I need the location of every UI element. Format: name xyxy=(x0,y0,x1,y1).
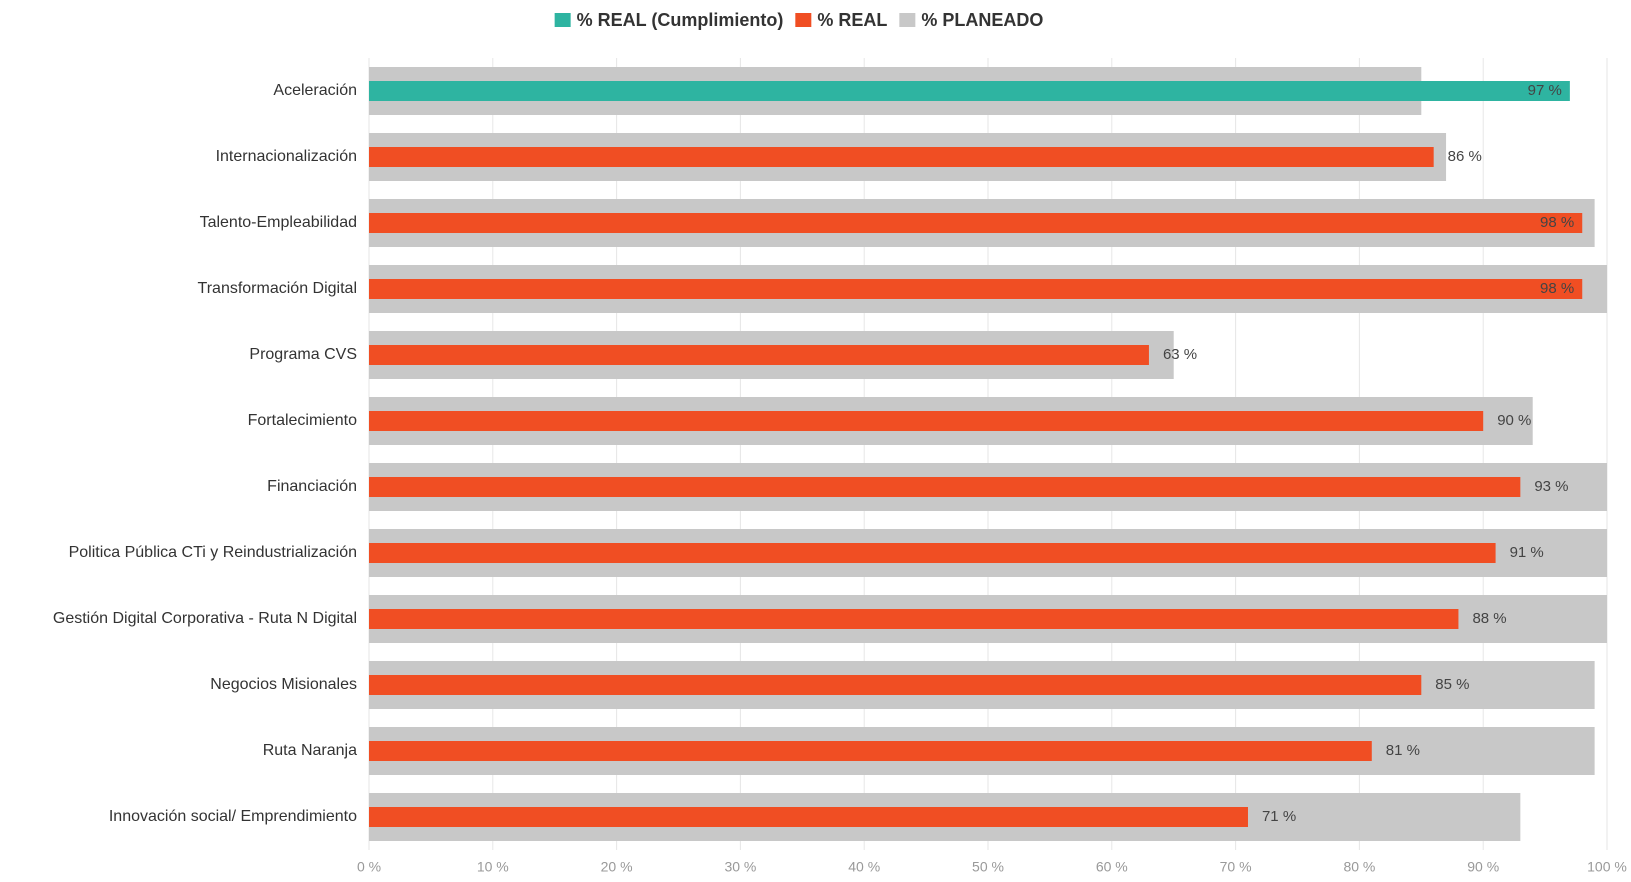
category-label: Aceleración xyxy=(273,82,357,99)
value-label: 90 % xyxy=(1497,412,1531,429)
real-bar xyxy=(369,147,1434,167)
category-label: Negocios Misionales xyxy=(210,676,357,693)
real-bar xyxy=(369,609,1459,629)
legend-swatch xyxy=(554,13,571,27)
value-label: 88 % xyxy=(1472,610,1506,627)
value-label: 91 % xyxy=(1510,544,1544,561)
real-bar xyxy=(369,81,1570,101)
category-label: Politica Pública CTi y Reindustrializaci… xyxy=(69,544,357,561)
category-label: Internacionalización xyxy=(216,148,357,165)
x-tick-label: 10 % xyxy=(477,859,509,875)
category-label: Gestión Digital Corporativa - Ruta N Dig… xyxy=(53,610,357,627)
real-bar xyxy=(369,345,1149,365)
value-label: 85 % xyxy=(1435,676,1469,693)
legend: % REAL (Cumplimiento) % REAL % PLANEADO xyxy=(554,10,1043,30)
legend-swatch xyxy=(899,13,916,27)
x-tick-label: 20 % xyxy=(601,859,633,875)
value-label: 71 % xyxy=(1262,808,1296,825)
real-bar xyxy=(369,807,1248,827)
x-tick-label: 40 % xyxy=(848,859,880,875)
x-tick-label: 0 % xyxy=(357,859,381,875)
real-bar xyxy=(369,477,1521,497)
category-label: Talento-Empleabilidad xyxy=(200,214,357,231)
category-label: Programa CVS xyxy=(249,346,357,363)
category-label: Transformación Digital xyxy=(198,280,357,297)
real-bar xyxy=(369,675,1422,695)
value-label: 98 % xyxy=(1540,214,1574,231)
x-tick-label: 90 % xyxy=(1467,859,1499,875)
real-bar xyxy=(369,543,1496,563)
value-label: 86 % xyxy=(1448,148,1482,165)
x-tick-label: 100 % xyxy=(1587,859,1627,875)
category-label: Financiación xyxy=(267,478,357,495)
value-label: 98 % xyxy=(1540,280,1574,297)
value-label: 97 % xyxy=(1528,82,1562,99)
legend-swatch xyxy=(795,13,812,27)
grid xyxy=(368,58,1608,850)
category-label: Ruta Naranja xyxy=(263,742,357,759)
bars xyxy=(369,67,1607,841)
x-tick-label: 70 % xyxy=(1220,859,1252,875)
value-label: 81 % xyxy=(1386,742,1420,759)
real-bar xyxy=(369,411,1484,431)
legend-label: % REAL xyxy=(817,10,887,30)
legend-label: % PLANEADO xyxy=(921,10,1043,30)
real-bar xyxy=(369,741,1372,761)
x-tick-label: 80 % xyxy=(1343,859,1375,875)
category-label: Innovación social/ Emprendimiento xyxy=(109,808,357,825)
legend-label: % REAL (Cumplimiento) xyxy=(577,10,784,30)
category-label: Fortalecimiento xyxy=(248,412,357,429)
real-bar xyxy=(369,279,1583,299)
real-bar xyxy=(369,213,1583,233)
value-label: 63 % xyxy=(1163,346,1197,363)
x-tick-label: 30 % xyxy=(724,859,756,875)
x-tick-label: 50 % xyxy=(972,859,1004,875)
x-tick-label: 60 % xyxy=(1096,859,1128,875)
value-label: 93 % xyxy=(1534,478,1568,495)
